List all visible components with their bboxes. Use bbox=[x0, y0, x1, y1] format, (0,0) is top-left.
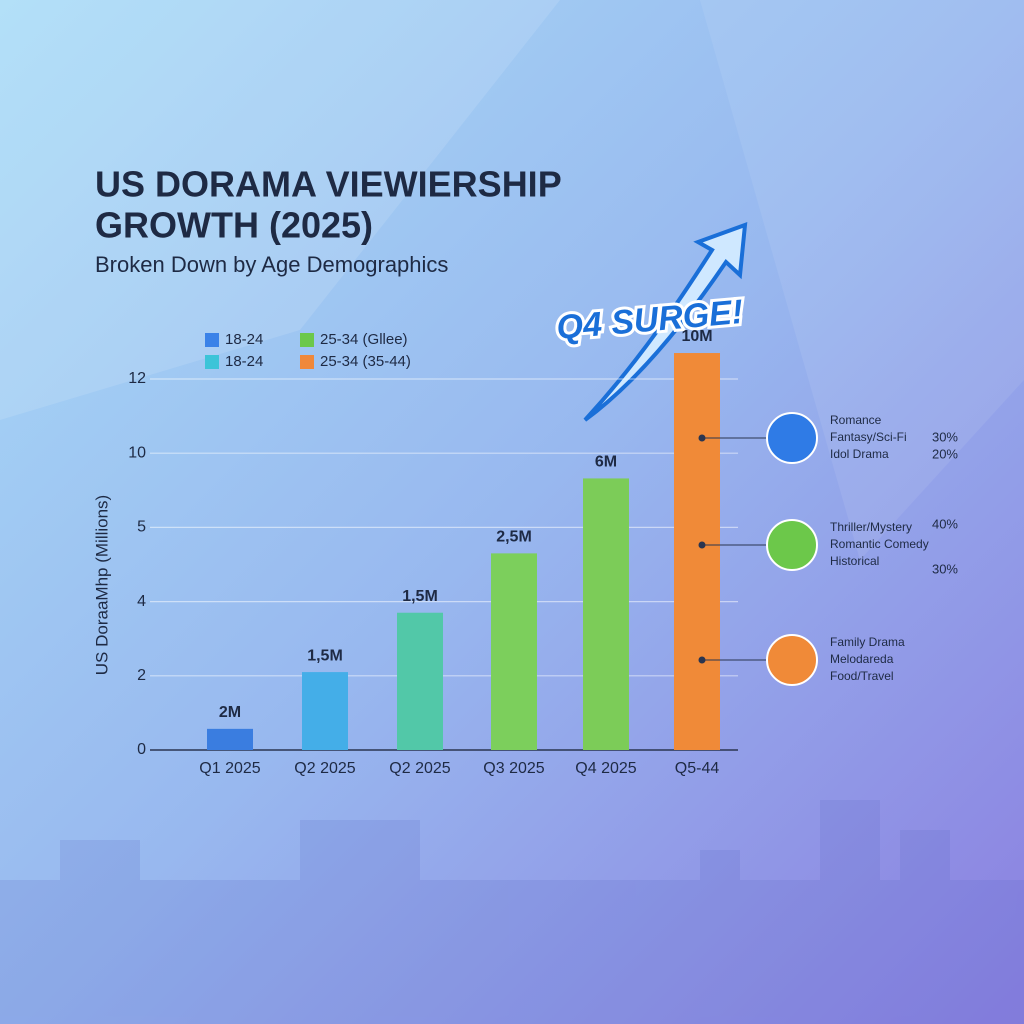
genre-label: Melodareda bbox=[830, 652, 894, 666]
genre-label: Romantic Comedy bbox=[830, 537, 929, 551]
connector-dot bbox=[698, 434, 706, 442]
skyline bbox=[0, 800, 1024, 1024]
y-tick-label: 0 bbox=[137, 741, 146, 758]
legend-label: 25-34 (Gllee) bbox=[320, 331, 408, 348]
genre-label: Fantasy/Sci-Fi bbox=[830, 430, 907, 444]
surge-arrow bbox=[583, 222, 748, 422]
bar-label: 1,5M bbox=[307, 647, 343, 664]
y-tick-label: 12 bbox=[128, 370, 146, 387]
genre-label: Food/Travel bbox=[830, 669, 894, 683]
x-tick-label: Q2 2025 bbox=[389, 760, 450, 777]
legend-swatch bbox=[300, 333, 314, 347]
bar bbox=[397, 612, 443, 750]
y-axis-label: US DoraaMhp (Millions) bbox=[92, 495, 111, 675]
chart-subtitle: Broken Down by Age Demographics bbox=[95, 252, 448, 277]
x-tick-label: Q2 2025 bbox=[294, 760, 355, 777]
bar-label: 2,5M bbox=[496, 529, 532, 546]
bar-label: 1,5M bbox=[402, 588, 438, 605]
genre-label: Thriller/Mystery bbox=[830, 520, 912, 534]
legend-swatch bbox=[205, 333, 219, 347]
x-tick-label: Q4 2025 bbox=[575, 760, 636, 777]
bar bbox=[491, 553, 537, 750]
decor bbox=[700, 0, 1024, 560]
y-tick-label: 5 bbox=[137, 519, 146, 536]
genre-share: 30% bbox=[932, 561, 958, 576]
bar-label: 2M bbox=[219, 704, 241, 721]
legend-label: 18-24 bbox=[225, 331, 263, 348]
y-tick-label: 2 bbox=[137, 667, 146, 684]
chart-title: US DORAMA VIEWIERSHIP bbox=[95, 164, 562, 205]
connector-dot bbox=[698, 656, 706, 664]
genre-label: Family Drama bbox=[830, 635, 905, 649]
connector-dot bbox=[698, 541, 706, 549]
genre-icon bbox=[766, 519, 818, 571]
genre-icon bbox=[766, 412, 818, 464]
bar-label: 10M bbox=[681, 328, 712, 345]
x-tick-label: Q3 2025 bbox=[483, 760, 544, 777]
y-tick-label: 4 bbox=[137, 593, 146, 610]
genre-label: Historical bbox=[830, 554, 879, 568]
bar bbox=[207, 728, 253, 750]
bar bbox=[302, 672, 348, 750]
legend-label: 18-24 bbox=[225, 353, 263, 370]
bar-label: 6M bbox=[595, 454, 617, 471]
genre-label: Idol Drama bbox=[830, 447, 889, 461]
y-tick-label: 10 bbox=[128, 444, 146, 461]
chart-title: GROWTH (2025) bbox=[95, 205, 373, 246]
genre-share: 20% bbox=[932, 446, 958, 461]
genre-share: 30% bbox=[932, 429, 958, 444]
legend-swatch bbox=[205, 355, 219, 369]
bar bbox=[583, 478, 629, 750]
genre-icon bbox=[766, 634, 818, 686]
x-tick-label: Q1 2025 bbox=[199, 760, 260, 777]
genre-label: Romance bbox=[830, 413, 882, 427]
x-tick-label: Q5-44 bbox=[675, 760, 720, 777]
legend-label: 25-34 (35-44) bbox=[320, 353, 411, 370]
genre-share: 40% bbox=[932, 516, 958, 531]
decor bbox=[0, 0, 560, 420]
bar bbox=[674, 353, 720, 750]
legend-swatch bbox=[300, 355, 314, 369]
